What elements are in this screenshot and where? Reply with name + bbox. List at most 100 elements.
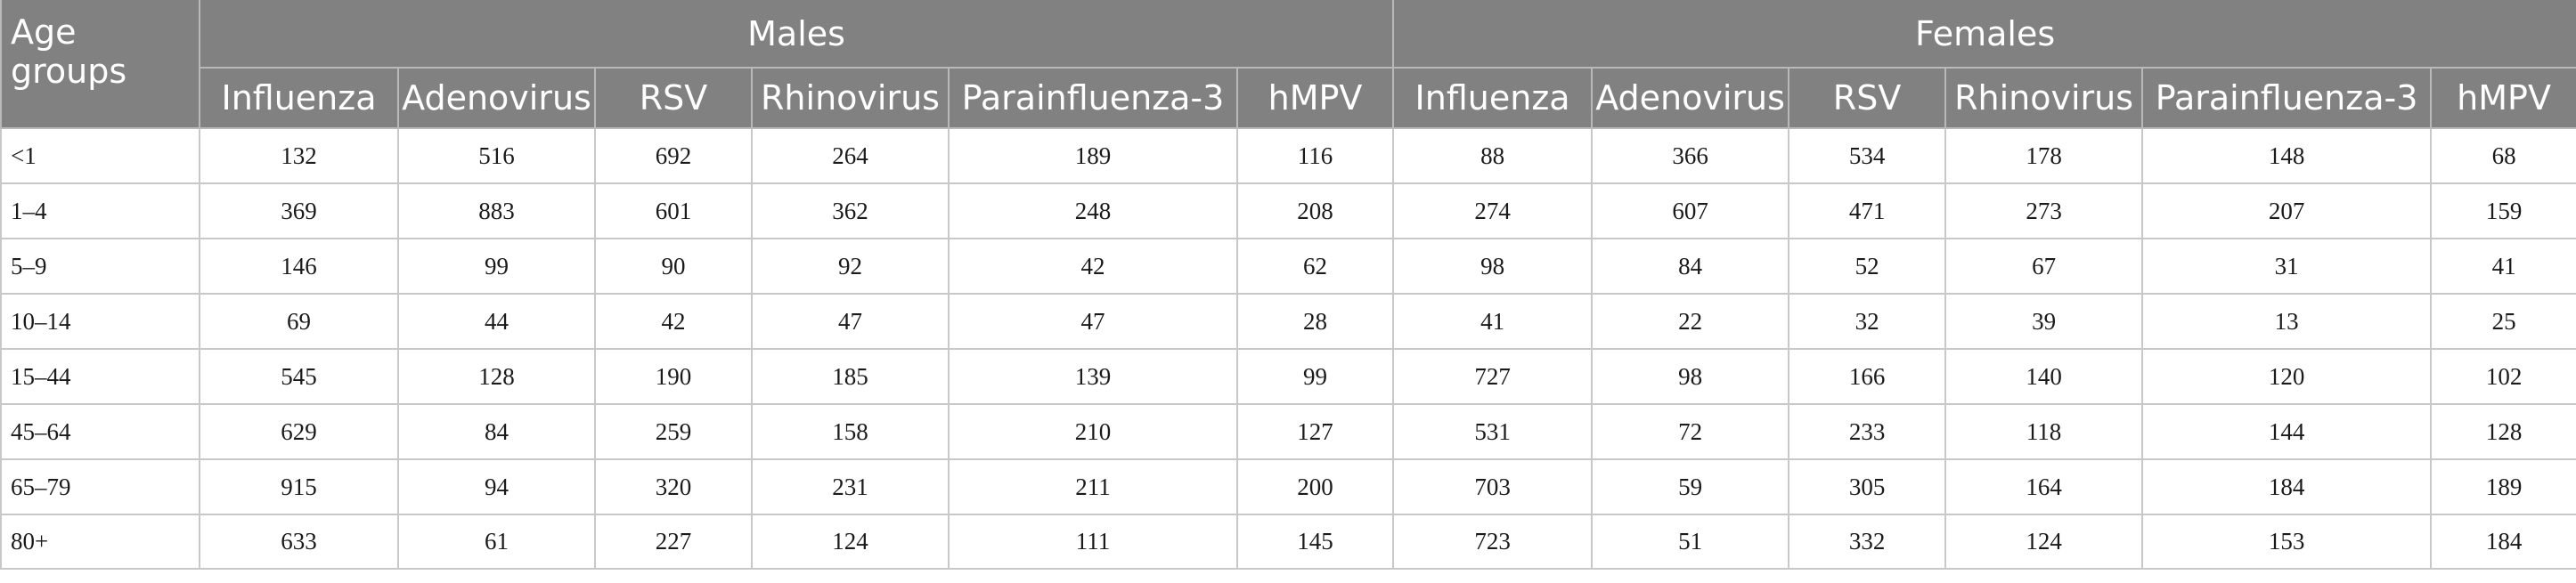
males-count-cell: 94: [397, 458, 596, 515]
males-count-cell: 200: [1235, 458, 1395, 515]
table-row: 10–14 69 44 42 47 47 28 41 22 32 39 13 25: [0, 293, 2576, 350]
males-count-cell: 111: [948, 514, 1238, 570]
males-count-cell: 99: [1235, 348, 1395, 405]
males-count-cell: 189: [948, 127, 1238, 184]
females-count-cell: 273: [1944, 182, 2144, 239]
males-count-cell: 42: [594, 293, 753, 350]
females-count-cell: 88: [1392, 127, 1594, 184]
females-count-cell: 534: [1788, 127, 1947, 184]
males-header-rhinovirus: Rhinovirus: [751, 68, 950, 129]
females-count-cell: 84: [1591, 238, 1790, 295]
males-count-cell: 227: [594, 514, 753, 570]
males-count-cell: 158: [751, 403, 950, 460]
males-count-cell: 145: [1235, 514, 1395, 570]
males-header-influenza: Influenza: [199, 68, 399, 129]
males-count-cell: 208: [1235, 182, 1395, 239]
females-count-cell: 140: [1944, 348, 2144, 405]
males-count-cell: 633: [199, 514, 399, 570]
age-groups-header: Age groups: [0, 0, 200, 129]
males-count-cell: 231: [751, 458, 950, 515]
females-count-cell: 13: [2141, 293, 2433, 350]
females-header-parainfluenza-3: Parainfluenza-3: [2141, 68, 2433, 129]
age-group-cell: <1: [0, 127, 200, 184]
females-count-cell: 274: [1392, 182, 1594, 239]
males-count-cell: 84: [397, 403, 596, 460]
females-count-cell: 41: [2430, 238, 2576, 295]
males-count-cell: 124: [751, 514, 950, 570]
females-count-cell: 51: [1591, 514, 1790, 570]
males-count-cell: 42: [948, 238, 1238, 295]
males-count-cell: 883: [397, 182, 596, 239]
males-count-cell: 692: [594, 127, 753, 184]
females-count-cell: 59: [1591, 458, 1790, 515]
females-count-cell: 39: [1944, 293, 2144, 350]
females-count-cell: 102: [2430, 348, 2576, 405]
males-count-cell: 69: [199, 293, 399, 350]
females-count-cell: 178: [1944, 127, 2144, 184]
females-count-cell: 207: [2141, 182, 2433, 239]
females-count-cell: 184: [2430, 514, 2576, 570]
males-count-cell: 516: [397, 127, 596, 184]
table-row: 65–79 915 94 320 231 211 200 703 59 305 164 184 189: [0, 458, 2576, 515]
males-count-cell: 47: [948, 293, 1238, 350]
age-group-cell: 5–9: [0, 238, 200, 295]
females-count-cell: 52: [1788, 238, 1947, 295]
males-count-cell: 264: [751, 127, 950, 184]
males-count-cell: 132: [199, 127, 399, 184]
males-count-cell: 915: [199, 458, 399, 515]
males-count-cell: 62: [1235, 238, 1395, 295]
group-header-row: Age groups Males Females: [0, 0, 2576, 129]
females-count-cell: 332: [1788, 514, 1947, 570]
males-header-hmpv: hMPV: [1235, 68, 1395, 129]
females-count-cell: 531: [1392, 403, 1594, 460]
males-count-cell: 128: [397, 348, 596, 405]
males-count-cell: 210: [948, 403, 1238, 460]
females-count-cell: 723: [1392, 514, 1594, 570]
males-count-cell: 92: [751, 238, 950, 295]
males-count-cell: 61: [397, 514, 596, 570]
females-count-cell: 153: [2141, 514, 2433, 570]
females-count-cell: 68: [2430, 127, 2576, 184]
females-header-adenovirus: Adenovirus: [1591, 68, 1790, 129]
males-header-parainfluenza-3: Parainfluenza-3: [948, 68, 1238, 129]
males-count-cell: 259: [594, 403, 753, 460]
males-header-adenovirus: Adenovirus: [397, 68, 596, 129]
females-count-cell: 471: [1788, 182, 1947, 239]
females-count-cell: 98: [1591, 348, 1790, 405]
table-body: <1 132 516 692 264 189 116 88 366 534 178 148 68 1–4 3…: [0, 127, 2576, 570]
females-header-rhinovirus: Rhinovirus: [1944, 68, 2144, 129]
females-count-cell: 72: [1591, 403, 1790, 460]
males-count-cell: 248: [948, 182, 1238, 239]
males-count-cell: 185: [751, 348, 950, 405]
females-count-cell: 607: [1591, 182, 1790, 239]
females-count-cell: 124: [1944, 514, 2144, 570]
females-count-cell: 98: [1392, 238, 1594, 295]
table-row: 15–44 545 128 190 185 139 99 727 98 166 140 120 102: [0, 348, 2576, 405]
virus-by-age-sex-table: Age groups Males Females Influenza Adenov…: [0, 0, 2576, 570]
age-group-cell: 65–79: [0, 458, 200, 515]
females-count-cell: 148: [2141, 127, 2433, 184]
males-count-cell: 139: [948, 348, 1238, 405]
females-count-cell: 166: [1788, 348, 1947, 405]
males-count-cell: 116: [1235, 127, 1395, 184]
table-row: 1–4 369 883 601 362 248 208 274 607 471 273 207 159: [0, 182, 2576, 239]
table-header: Age groups Males Females Influenza Adenov…: [0, 0, 2576, 129]
females-count-cell: 159: [2430, 182, 2576, 239]
females-count-cell: 32: [1788, 293, 1947, 350]
females-header-rsv: RSV: [1788, 68, 1947, 129]
males-count-cell: 211: [948, 458, 1238, 515]
table-row: 45–64 629 84 259 158 210 127 531 72 233 118 144 128: [0, 403, 2576, 460]
males-count-cell: 362: [751, 182, 950, 239]
females-count-cell: 41: [1392, 293, 1594, 350]
table-row: 5–9 146 99 90 92 42 62 98 84 52 67 31 41: [0, 238, 2576, 295]
females-count-cell: 120: [2141, 348, 2433, 405]
table-row: <1 132 516 692 264 189 116 88 366 534 178 148 68: [0, 127, 2576, 184]
females-count-cell: 305: [1788, 458, 1947, 515]
females-count-cell: 703: [1392, 458, 1594, 515]
males-count-cell: 320: [594, 458, 753, 515]
males-count-cell: 146: [199, 238, 399, 295]
age-group-cell: 80+: [0, 514, 200, 570]
males-count-cell: 127: [1235, 403, 1395, 460]
females-count-cell: 366: [1591, 127, 1790, 184]
males-count-cell: 190: [594, 348, 753, 405]
